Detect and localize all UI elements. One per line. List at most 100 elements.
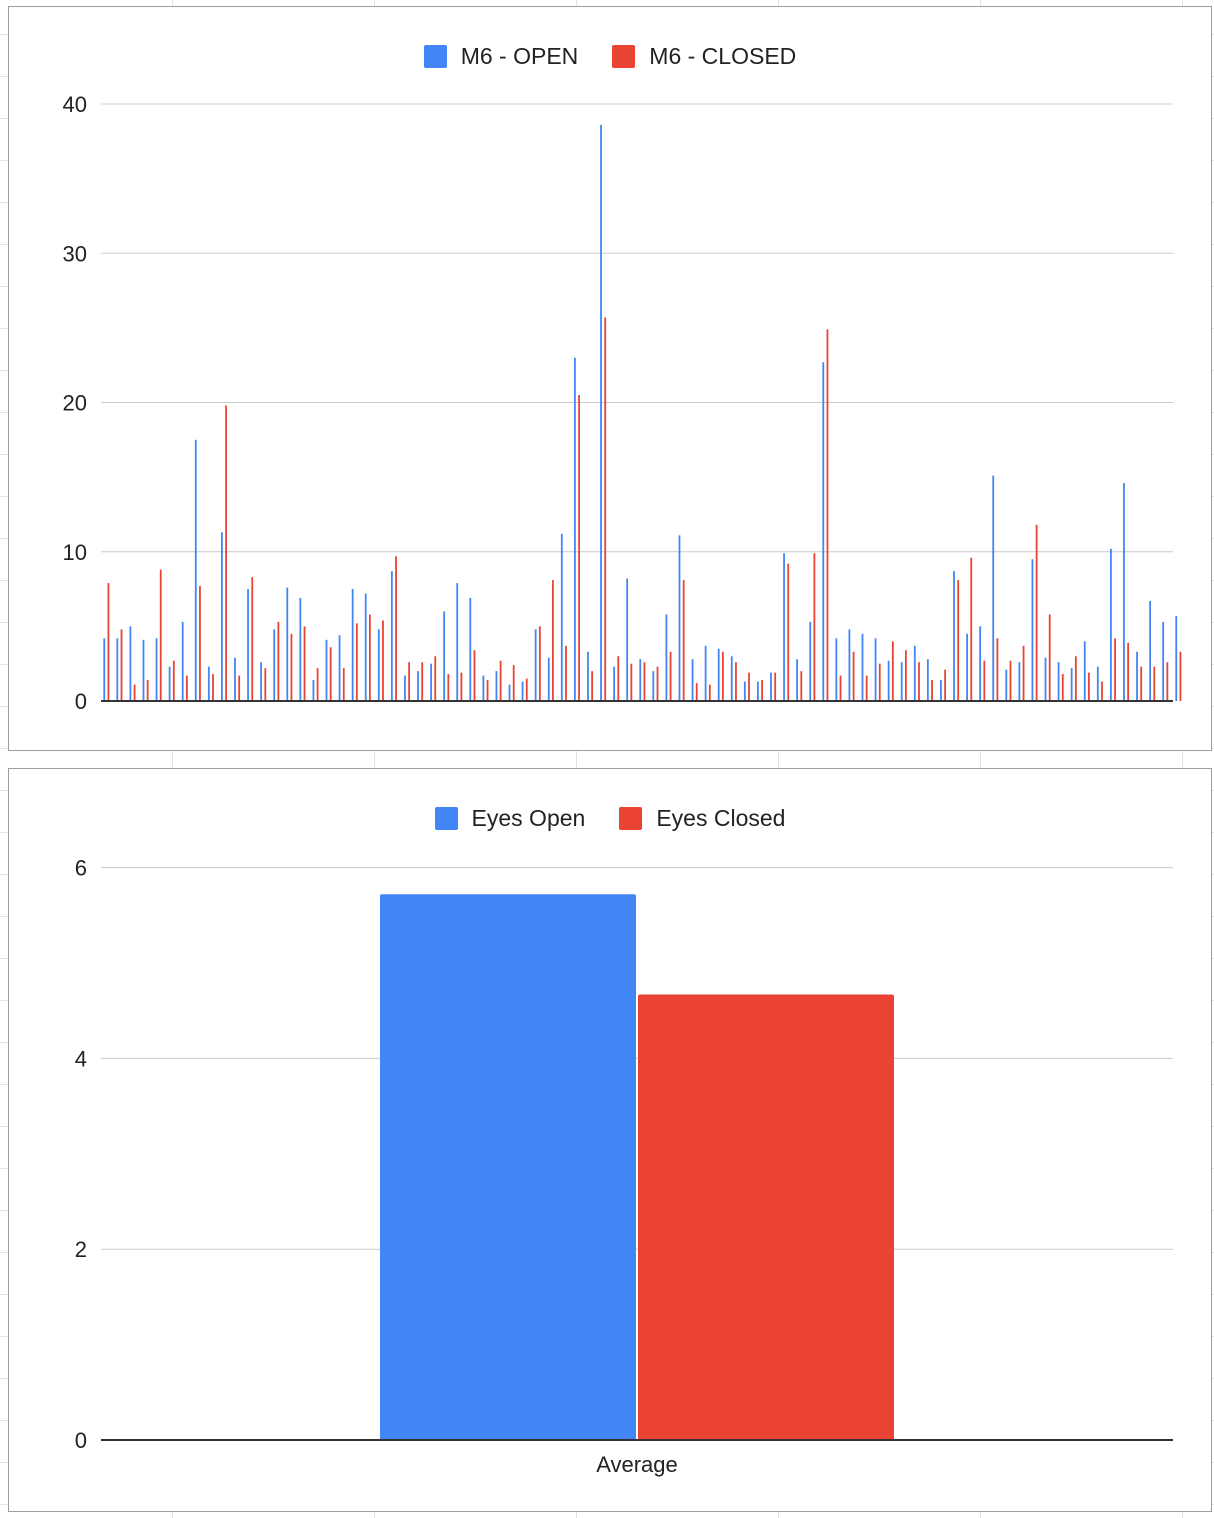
bar-m6-open[interactable] bbox=[508, 684, 511, 701]
bar-m6-closed[interactable] bbox=[735, 662, 737, 701]
bar-m6-closed[interactable] bbox=[983, 660, 986, 701]
legend-item-eyes-open[interactable]: Eyes Open bbox=[434, 805, 585, 832]
bar-m6-open[interactable] bbox=[796, 659, 799, 701]
bar-m6-open[interactable] bbox=[913, 645, 916, 701]
bar-m6-closed[interactable] bbox=[290, 633, 293, 701]
bar-m6-closed[interactable] bbox=[918, 662, 920, 701]
bar-m6-open[interactable] bbox=[456, 583, 459, 701]
bar-m6-open[interactable] bbox=[325, 639, 328, 701]
bar-m6-open[interactable] bbox=[887, 660, 890, 701]
bar-m6-open[interactable] bbox=[1057, 662, 1060, 701]
bar-m6-closed[interactable] bbox=[434, 656, 437, 701]
bar-m6-open[interactable] bbox=[1175, 615, 1178, 701]
bar-m6-closed[interactable] bbox=[1179, 651, 1182, 701]
bar-eyes-closed[interactable] bbox=[638, 994, 894, 1440]
bar-m6-closed[interactable] bbox=[146, 680, 149, 701]
bar-m6-closed[interactable] bbox=[1127, 642, 1130, 701]
bar-m6-open[interactable] bbox=[704, 645, 707, 701]
bar-m6-closed[interactable] bbox=[303, 626, 306, 701]
bar-m6-open[interactable] bbox=[155, 638, 158, 701]
bar-m6-closed[interactable] bbox=[617, 656, 620, 701]
bar-m6-open[interactable] bbox=[992, 475, 995, 701]
bar-eyes-open[interactable] bbox=[380, 894, 636, 1440]
bar-m6-open[interactable] bbox=[495, 671, 498, 701]
bar-m6-open[interactable] bbox=[966, 633, 968, 701]
bar-m6-closed[interactable] bbox=[839, 675, 842, 701]
bar-m6-open[interactable] bbox=[783, 553, 785, 701]
bar-m6-closed[interactable] bbox=[408, 662, 411, 701]
bar-m6-open[interactable] bbox=[730, 656, 733, 701]
bar-m6-open[interactable] bbox=[116, 638, 119, 701]
bar-m6-open[interactable] bbox=[221, 532, 223, 701]
bar-m6-closed[interactable] bbox=[342, 668, 345, 701]
bar-m6-closed[interactable] bbox=[578, 395, 580, 701]
m6-open-closed-chart[interactable]: M6 - OPEN M6 - CLOSED 0 10 20 30 40 bbox=[8, 6, 1212, 751]
bar-m6-open[interactable] bbox=[600, 124, 602, 701]
bar-m6-open[interactable] bbox=[1070, 668, 1073, 701]
legend-item-m6-open[interactable]: M6 - OPEN bbox=[423, 43, 578, 70]
bar-m6-closed[interactable] bbox=[329, 647, 332, 701]
bar-m6-open[interactable] bbox=[652, 671, 655, 701]
bar-m6-closed[interactable] bbox=[957, 580, 960, 701]
bar-m6-open[interactable] bbox=[691, 659, 694, 701]
bar-m6-closed[interactable] bbox=[604, 317, 607, 701]
bar-m6-closed[interactable] bbox=[382, 620, 384, 701]
bar-m6-closed[interactable] bbox=[1114, 638, 1116, 701]
bar-m6-closed[interactable] bbox=[878, 663, 881, 701]
bar-m6-open[interactable] bbox=[390, 571, 393, 701]
bar-m6-open[interactable] bbox=[129, 626, 132, 701]
bar-m6-closed[interactable] bbox=[826, 329, 829, 701]
bar-m6-open[interactable] bbox=[482, 675, 485, 701]
bar-m6-open[interactable] bbox=[469, 598, 472, 701]
bar-m6-closed[interactable] bbox=[865, 675, 868, 701]
bar-m6-open[interactable] bbox=[247, 589, 249, 701]
bar-m6-open[interactable] bbox=[587, 651, 589, 701]
bar-m6-closed[interactable] bbox=[905, 650, 907, 701]
bar-m6-closed[interactable] bbox=[447, 674, 450, 701]
bar-m6-closed[interactable] bbox=[721, 651, 724, 701]
bar-m6-closed[interactable] bbox=[1074, 656, 1077, 701]
bar-m6-open[interactable] bbox=[521, 681, 524, 701]
bar-m6-open[interactable] bbox=[1044, 657, 1047, 701]
bar-m6-open[interactable] bbox=[364, 593, 367, 701]
bar-m6-open[interactable] bbox=[717, 648, 720, 701]
bar-m6-open[interactable] bbox=[207, 666, 210, 701]
bar-m6-closed[interactable] bbox=[316, 668, 319, 701]
bar-m6-open[interactable] bbox=[809, 621, 812, 701]
bar-m6-open[interactable] bbox=[926, 659, 929, 701]
bar-m6-closed[interactable] bbox=[1022, 645, 1025, 701]
bar-m6-open[interactable] bbox=[770, 672, 772, 701]
bar-m6-closed[interactable] bbox=[787, 563, 790, 701]
bar-m6-closed[interactable] bbox=[1153, 666, 1156, 701]
bar-m6-open[interactable] bbox=[757, 681, 759, 701]
bar-m6-open[interactable] bbox=[103, 638, 106, 701]
bar-m6-closed[interactable] bbox=[238, 675, 241, 701]
bar-m6-closed[interactable] bbox=[748, 672, 750, 701]
bar-m6-closed[interactable] bbox=[970, 557, 973, 701]
bar-m6-open[interactable] bbox=[822, 362, 825, 701]
eyes-open-closed-average-chart[interactable]: Eyes Open Eyes Closed 0 2 4 6 Average bbox=[8, 768, 1212, 1512]
bar-m6-open[interactable] bbox=[743, 681, 746, 701]
bar-m6-open[interactable] bbox=[142, 639, 145, 701]
bar-m6-closed[interactable] bbox=[212, 674, 214, 701]
bar-m6-open[interactable] bbox=[848, 629, 851, 701]
bar-m6-closed[interactable] bbox=[251, 577, 254, 701]
bar-m6-closed[interactable] bbox=[774, 672, 777, 701]
bar-m6-closed[interactable] bbox=[277, 621, 280, 701]
bar-m6-open[interactable] bbox=[560, 533, 563, 701]
bar-m6-closed[interactable] bbox=[591, 671, 594, 701]
bar-m6-closed[interactable] bbox=[525, 678, 528, 701]
bar-m6-open[interactable] bbox=[639, 659, 642, 701]
bar-m6-open[interactable] bbox=[299, 598, 302, 701]
bar-m6-open[interactable] bbox=[1096, 666, 1099, 701]
bar-m6-closed[interactable] bbox=[996, 638, 999, 701]
bar-m6-closed[interactable] bbox=[460, 672, 463, 701]
bar-m6-closed[interactable] bbox=[682, 580, 685, 701]
bar-m6-open[interactable] bbox=[665, 614, 668, 701]
bar-m6-open[interactable] bbox=[979, 626, 982, 701]
bar-m6-closed[interactable] bbox=[512, 665, 515, 701]
bar-m6-closed[interactable] bbox=[565, 645, 567, 701]
bar-m6-closed[interactable] bbox=[761, 680, 763, 701]
bar-m6-open[interactable] bbox=[573, 357, 576, 701]
bar-m6-open[interactable] bbox=[194, 439, 197, 701]
